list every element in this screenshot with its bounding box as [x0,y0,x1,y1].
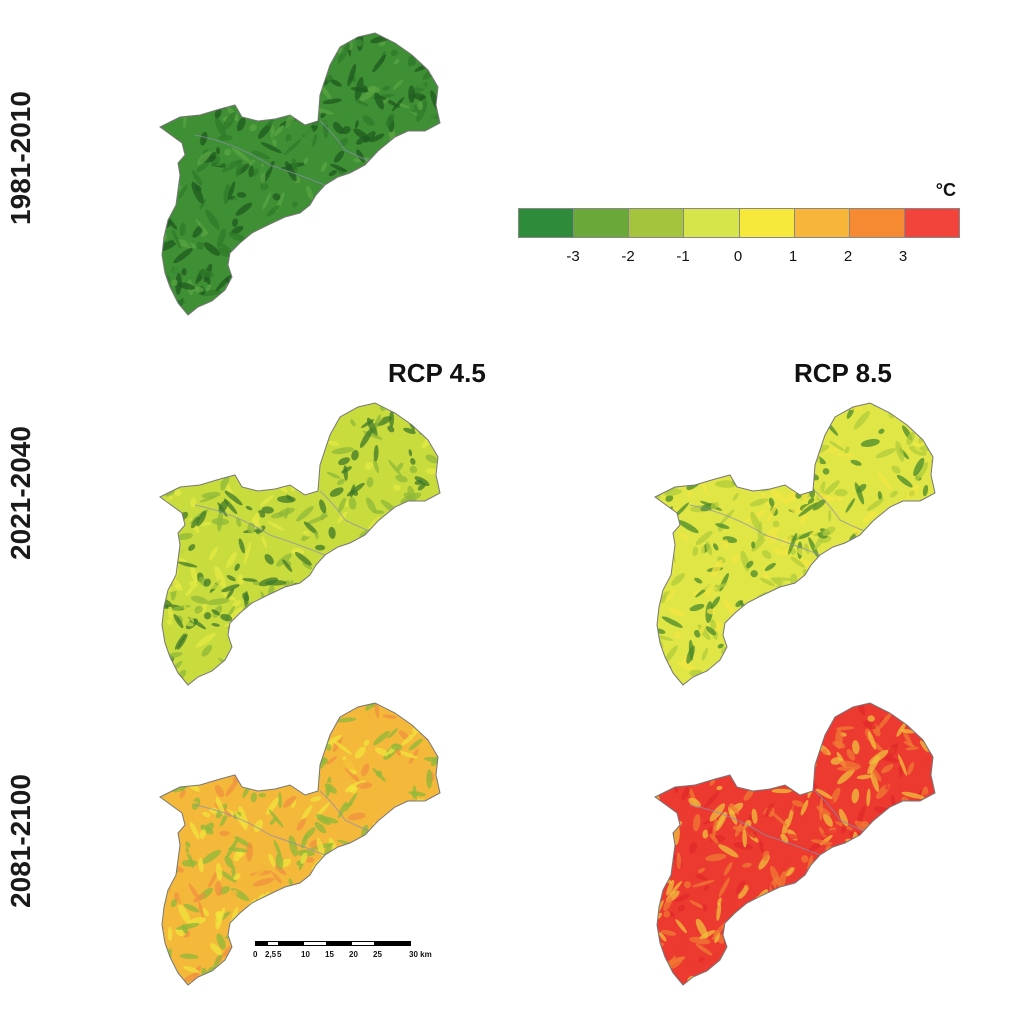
legend-swatch [849,209,905,237]
map-baseline-1981-2010 [159,32,441,316]
legend-tick-label: 1 [788,248,798,265]
scale-bar-segment [351,941,375,946]
row-label-2021-2040: 2021-2040 [5,426,36,560]
scale-bar-label: 20 [349,950,358,959]
legend-tick-label: 0 [733,248,743,265]
legend-swatch [739,209,795,237]
legend-color-bar [518,208,960,238]
scale-bar-segment [327,941,351,946]
map-2021-2040-rcp85 [654,402,936,686]
scale-bar-segment [303,941,327,946]
legend-tick-label: -1 [676,248,690,265]
legend-unit: °C [935,180,956,200]
scale-bar-label: 30 km [409,950,432,959]
legend-swatch [904,209,959,237]
row-label-2081-2100: 2081-2100 [5,774,36,908]
scale-bar: 0 2,5 5 10 15 20 25 30 km [253,938,445,968]
scale-bar-label: 0 [253,950,258,959]
scale-bar-segment [375,941,411,946]
legend-swatch [574,209,630,237]
legend-tick-label: 3 [898,248,908,265]
map-2021-2040-rcp45 [159,402,441,686]
legend-tick-label: -3 [566,248,580,265]
scale-bar-label: 2,5 [265,950,277,959]
legend-swatch [519,209,575,237]
scale-bar-segment [279,941,303,946]
scale-bar-label: 15 [325,950,334,959]
legend-tick-label: -2 [621,248,635,265]
legend-swatch [684,209,740,237]
map-2081-2100-rcp85 [654,702,936,986]
scale-bar-segment [255,941,267,946]
legend-swatch [794,209,850,237]
scale-bar-label: 5 [277,950,282,959]
legend-tick-label: 2 [843,248,853,265]
scale-bar-label: 10 [301,950,310,959]
column-header-rcp45: RCP 4.5 [388,358,486,388]
scale-bar-label: 25 [373,950,382,959]
column-header-rcp85: RCP 8.5 [794,358,892,388]
legend-swatch [629,209,685,237]
scale-bar-segment [267,941,279,946]
map-2081-2100-rcp45 [159,702,441,986]
temperature-legend: °C -3 -2 -1 0 1 2 3 [510,180,970,280]
row-label-1981-2010: 1981-2010 [5,91,36,225]
